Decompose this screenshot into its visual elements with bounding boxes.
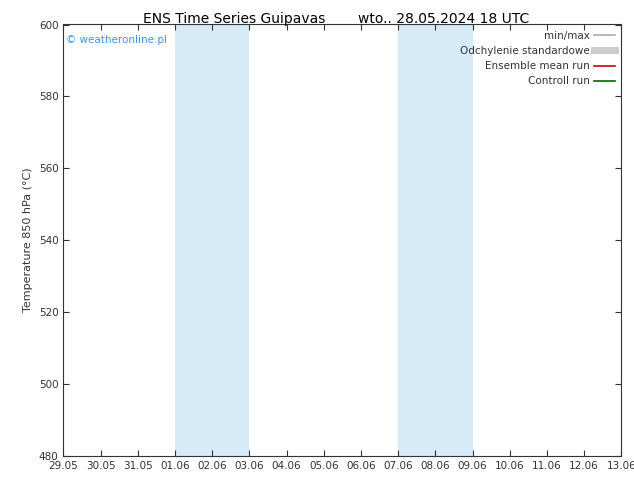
Y-axis label: Temperature 850 hPa (°C): Temperature 850 hPa (°C) [23,168,33,313]
Legend: min/max, Odchylenie standardowe, Ensemble mean run, Controll run: min/max, Odchylenie standardowe, Ensembl… [456,26,619,91]
Bar [398,24,472,456]
Text: © weatheronline.pl: © weatheronline.pl [66,35,167,45]
Bar [175,24,249,456]
Text: ENS Time Series Guipavas: ENS Time Series Guipavas [143,12,326,26]
Text: wto.. 28.05.2024 18 UTC: wto.. 28.05.2024 18 UTC [358,12,529,26]
